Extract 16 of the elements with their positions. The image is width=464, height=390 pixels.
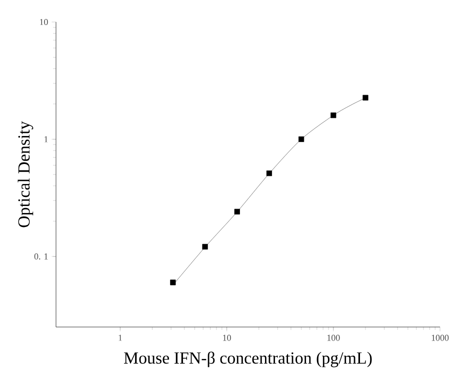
y-tick-label: 1 [44,136,48,142]
x-tick-label: 1 [118,334,122,341]
point [170,280,176,286]
point [234,208,240,214]
x-tick-label: 10 [223,334,231,341]
x-axis-title: Mouse IFN-β concentration (pg/mL) [124,352,372,368]
x-tick-label: 1000 [432,334,449,341]
y-tick-label: 0. 1 [34,253,48,260]
point [362,94,368,100]
y-axis-title: Optical Density [18,121,34,228]
point [266,170,272,176]
point [298,136,304,142]
x-tick-label: 100 [327,334,340,341]
point [202,244,208,250]
point [330,112,336,118]
y-tick-label: 10 [40,18,48,26]
